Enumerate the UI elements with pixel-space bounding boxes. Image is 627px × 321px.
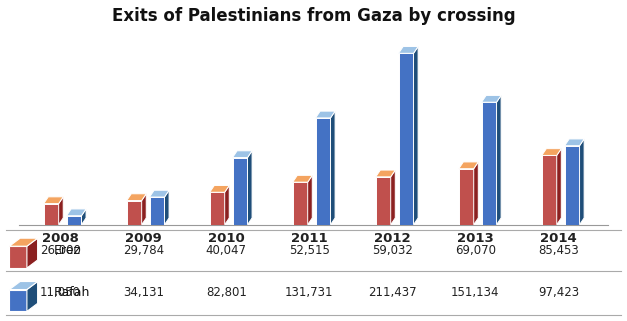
Text: 211,437: 211,437 bbox=[368, 286, 417, 299]
Polygon shape bbox=[315, 111, 335, 118]
Text: Rafah: Rafah bbox=[53, 286, 90, 299]
Polygon shape bbox=[9, 238, 38, 246]
Text: 85,453: 85,453 bbox=[538, 244, 579, 257]
Polygon shape bbox=[564, 139, 584, 146]
Polygon shape bbox=[399, 47, 418, 53]
Polygon shape bbox=[210, 186, 229, 192]
Polygon shape bbox=[27, 238, 38, 268]
Polygon shape bbox=[9, 246, 27, 268]
Text: 29,784: 29,784 bbox=[123, 244, 164, 257]
Polygon shape bbox=[557, 149, 561, 225]
Polygon shape bbox=[542, 149, 561, 155]
Polygon shape bbox=[293, 182, 308, 225]
Polygon shape bbox=[44, 204, 59, 225]
Polygon shape bbox=[44, 197, 63, 204]
Polygon shape bbox=[414, 47, 418, 225]
Polygon shape bbox=[497, 95, 501, 225]
Polygon shape bbox=[66, 209, 86, 216]
Polygon shape bbox=[150, 197, 164, 225]
Title: Exits of Palestinians from Gaza by crossing: Exits of Palestinians from Gaza by cross… bbox=[112, 7, 515, 25]
Polygon shape bbox=[330, 111, 335, 225]
Polygon shape bbox=[399, 53, 414, 225]
Polygon shape bbox=[9, 282, 38, 290]
Text: 52,515: 52,515 bbox=[289, 244, 330, 257]
Polygon shape bbox=[459, 169, 474, 225]
Text: 151,134: 151,134 bbox=[451, 286, 500, 299]
Text: 40,047: 40,047 bbox=[206, 244, 247, 257]
Polygon shape bbox=[82, 209, 86, 225]
Polygon shape bbox=[210, 192, 224, 225]
Polygon shape bbox=[150, 190, 169, 197]
Polygon shape bbox=[66, 216, 82, 225]
Polygon shape bbox=[293, 175, 312, 182]
Text: 131,731: 131,731 bbox=[285, 286, 334, 299]
Polygon shape bbox=[127, 201, 142, 225]
Polygon shape bbox=[542, 155, 557, 225]
Polygon shape bbox=[474, 162, 478, 225]
Text: 11,050: 11,050 bbox=[40, 286, 81, 299]
Polygon shape bbox=[248, 151, 252, 225]
Polygon shape bbox=[376, 177, 391, 225]
Text: 59,032: 59,032 bbox=[372, 244, 413, 257]
Polygon shape bbox=[59, 197, 63, 225]
Polygon shape bbox=[233, 151, 252, 158]
Polygon shape bbox=[391, 170, 395, 225]
Text: 97,423: 97,423 bbox=[538, 286, 579, 299]
Polygon shape bbox=[482, 95, 501, 102]
Polygon shape bbox=[164, 190, 169, 225]
Polygon shape bbox=[564, 146, 579, 225]
Polygon shape bbox=[27, 282, 38, 311]
Text: Erez: Erez bbox=[53, 244, 80, 257]
Polygon shape bbox=[315, 118, 330, 225]
Polygon shape bbox=[224, 186, 229, 225]
Polygon shape bbox=[233, 158, 248, 225]
Polygon shape bbox=[459, 162, 478, 169]
Polygon shape bbox=[127, 194, 146, 201]
Polygon shape bbox=[376, 170, 395, 177]
Polygon shape bbox=[142, 194, 146, 225]
Text: 26,000: 26,000 bbox=[40, 244, 81, 257]
Polygon shape bbox=[308, 175, 312, 225]
Text: 82,801: 82,801 bbox=[206, 286, 247, 299]
Polygon shape bbox=[9, 290, 27, 311]
Text: 34,131: 34,131 bbox=[123, 286, 164, 299]
Text: 69,070: 69,070 bbox=[455, 244, 496, 257]
Polygon shape bbox=[482, 102, 497, 225]
Polygon shape bbox=[579, 139, 584, 225]
